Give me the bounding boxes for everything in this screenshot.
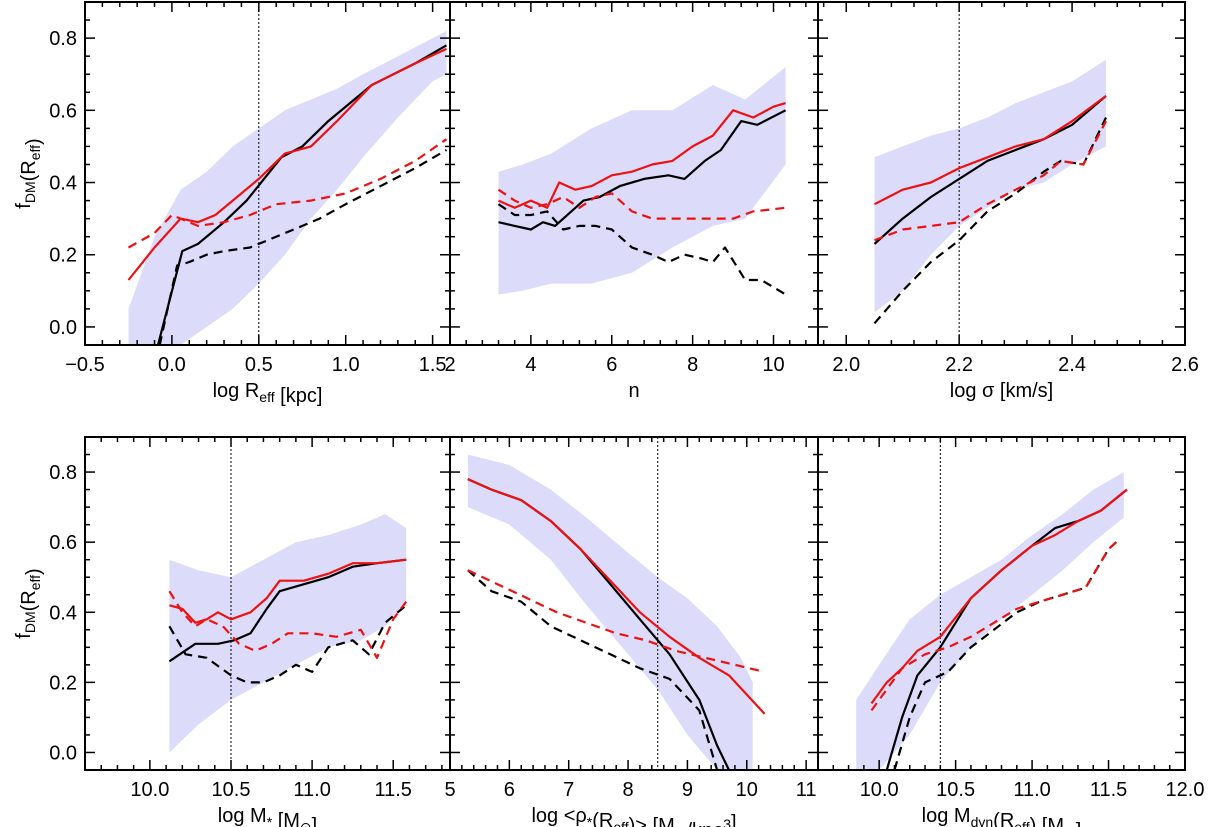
x-tick-label: 10.0 bbox=[860, 779, 899, 801]
x-tick-label: 2.0 bbox=[832, 354, 860, 376]
x-axis-label: log Reff [kpc] bbox=[213, 380, 323, 407]
x-tick-label: 2 bbox=[444, 354, 455, 376]
plot-area bbox=[467, 437, 766, 770]
y-tick-label: 0.8 bbox=[49, 28, 77, 50]
series-red-solid bbox=[467, 478, 766, 715]
x-tick-label: 6 bbox=[606, 354, 617, 376]
series-red-dashed bbox=[874, 120, 1107, 242]
x-axis-label: log M* [M⊙] bbox=[218, 805, 317, 827]
y-tick-label: 0.4 bbox=[49, 173, 77, 195]
x-tick-label: 11.5 bbox=[1090, 779, 1127, 801]
panel-frame bbox=[817, 1, 1186, 346]
x-tick-label: 10.5 bbox=[936, 779, 975, 801]
x-axis-label: n bbox=[628, 380, 639, 402]
y-tick-label: 0.0 bbox=[49, 742, 77, 764]
scatter-band bbox=[128, 30, 447, 345]
series-red-dashed bbox=[497, 188, 786, 220]
x-tick-label: 10.5 bbox=[212, 779, 251, 801]
panel-bottom-right: 10.0 10.5 11.0 11.5 12.0 log Mdyn(Reff) [M⊙] bbox=[817, 436, 1205, 827]
x-tick-label: 11 bbox=[796, 779, 817, 801]
x-tick-label: 2.2 bbox=[945, 354, 973, 376]
x-tick-label: 7 bbox=[563, 779, 574, 801]
y-tick-label: 0.6 bbox=[49, 100, 77, 122]
panel-bottom-middle: 5 6 7 8 9 10 11 log <ρ*(Reff)> [M⊙/kpc3] bbox=[444, 436, 819, 827]
panel-top-middle: 2 4 6 8 10 n bbox=[444, 1, 819, 402]
series-red-dashed bbox=[127, 138, 448, 249]
x-tick-label: −0.5 bbox=[65, 354, 104, 376]
x-tick-label: 10 bbox=[736, 779, 758, 801]
x-tick-label: 1.0 bbox=[332, 354, 360, 376]
x-tick-label: 8 bbox=[687, 354, 698, 376]
series-black-dashed bbox=[158, 149, 448, 345]
series-black-dashed bbox=[168, 604, 407, 684]
y-tick-label: 0.2 bbox=[49, 245, 77, 267]
x-tick-label: 2.6 bbox=[1171, 354, 1199, 376]
x-tick-label: 11.5 bbox=[374, 779, 411, 801]
x-tick-label: 10.0 bbox=[130, 779, 169, 801]
series-red-dashed bbox=[870, 541, 1117, 712]
plot-area bbox=[873, 2, 1107, 345]
series-red-dashed bbox=[168, 590, 408, 659]
series-black-dashed bbox=[497, 203, 787, 296]
x-axis-label: log Mdyn(Reff) [M⊙] bbox=[922, 805, 1082, 827]
x-axis-label: log σ [km/s] bbox=[950, 380, 1053, 402]
y-tick-label: 0.4 bbox=[49, 602, 77, 624]
y-axis-label: fDM(Reff) bbox=[13, 138, 45, 208]
plot-area bbox=[168, 437, 408, 770]
y-axis-label: fDM(Reff) bbox=[13, 568, 45, 638]
plot-area bbox=[127, 2, 448, 345]
x-tick-label: 1.5 bbox=[419, 354, 447, 376]
x-tick-label: 5 bbox=[444, 779, 455, 801]
x-tick-label: 9 bbox=[682, 779, 693, 801]
x-tick-label: 11.0 bbox=[293, 779, 330, 801]
series-red-solid bbox=[169, 558, 407, 624]
y-tick-label: 0.2 bbox=[49, 672, 77, 694]
series-red-solid bbox=[873, 95, 1107, 206]
series-black-solid bbox=[168, 558, 407, 663]
x-tick-label: 0.5 bbox=[245, 354, 273, 376]
x-tick-label: 8 bbox=[623, 779, 634, 801]
x-tick-label: 6 bbox=[504, 779, 515, 801]
x-tick-label: 11.0 bbox=[1013, 779, 1050, 801]
series-black-solid bbox=[498, 109, 787, 231]
plot-area bbox=[856, 437, 1128, 770]
x-tick-label: 0.0 bbox=[158, 354, 186, 376]
x-tick-label: 4 bbox=[525, 354, 536, 376]
scatter-band bbox=[856, 472, 1124, 770]
scatter-band bbox=[467, 454, 753, 770]
y-tick-label: 0.8 bbox=[49, 462, 77, 484]
scatter-band bbox=[874, 59, 1106, 313]
scatter-band bbox=[498, 67, 786, 295]
y-tick-label: 0.6 bbox=[49, 532, 77, 554]
panel-bottom-left: 0.0 0.2 0.4 0.6 0.8 10.0 10.5 11.0 11.5 log M* [M… bbox=[13, 436, 451, 827]
y-tick-label: 0.0 bbox=[49, 317, 77, 339]
x-tick-label: 10 bbox=[762, 354, 784, 376]
series-black-solid bbox=[873, 95, 1107, 245]
panel-top-left: 0.0 0.2 0.4 0.6 0.8 −0.5 0.0 0.5 1.0 1.5 log Reff … bbox=[13, 1, 451, 407]
panel-top-right: 2.0 2.2 2.4 2.6 log σ [km/s] bbox=[817, 1, 1199, 402]
series-black-dashed bbox=[467, 569, 719, 770]
plot-area bbox=[497, 67, 787, 296]
x-axis-label: log <ρ*(Reff)> [M⊙/kpc3] bbox=[531, 805, 736, 827]
x-tick-label: 12.0 bbox=[1166, 779, 1205, 801]
x-tick-label: 2.4 bbox=[1058, 354, 1086, 376]
